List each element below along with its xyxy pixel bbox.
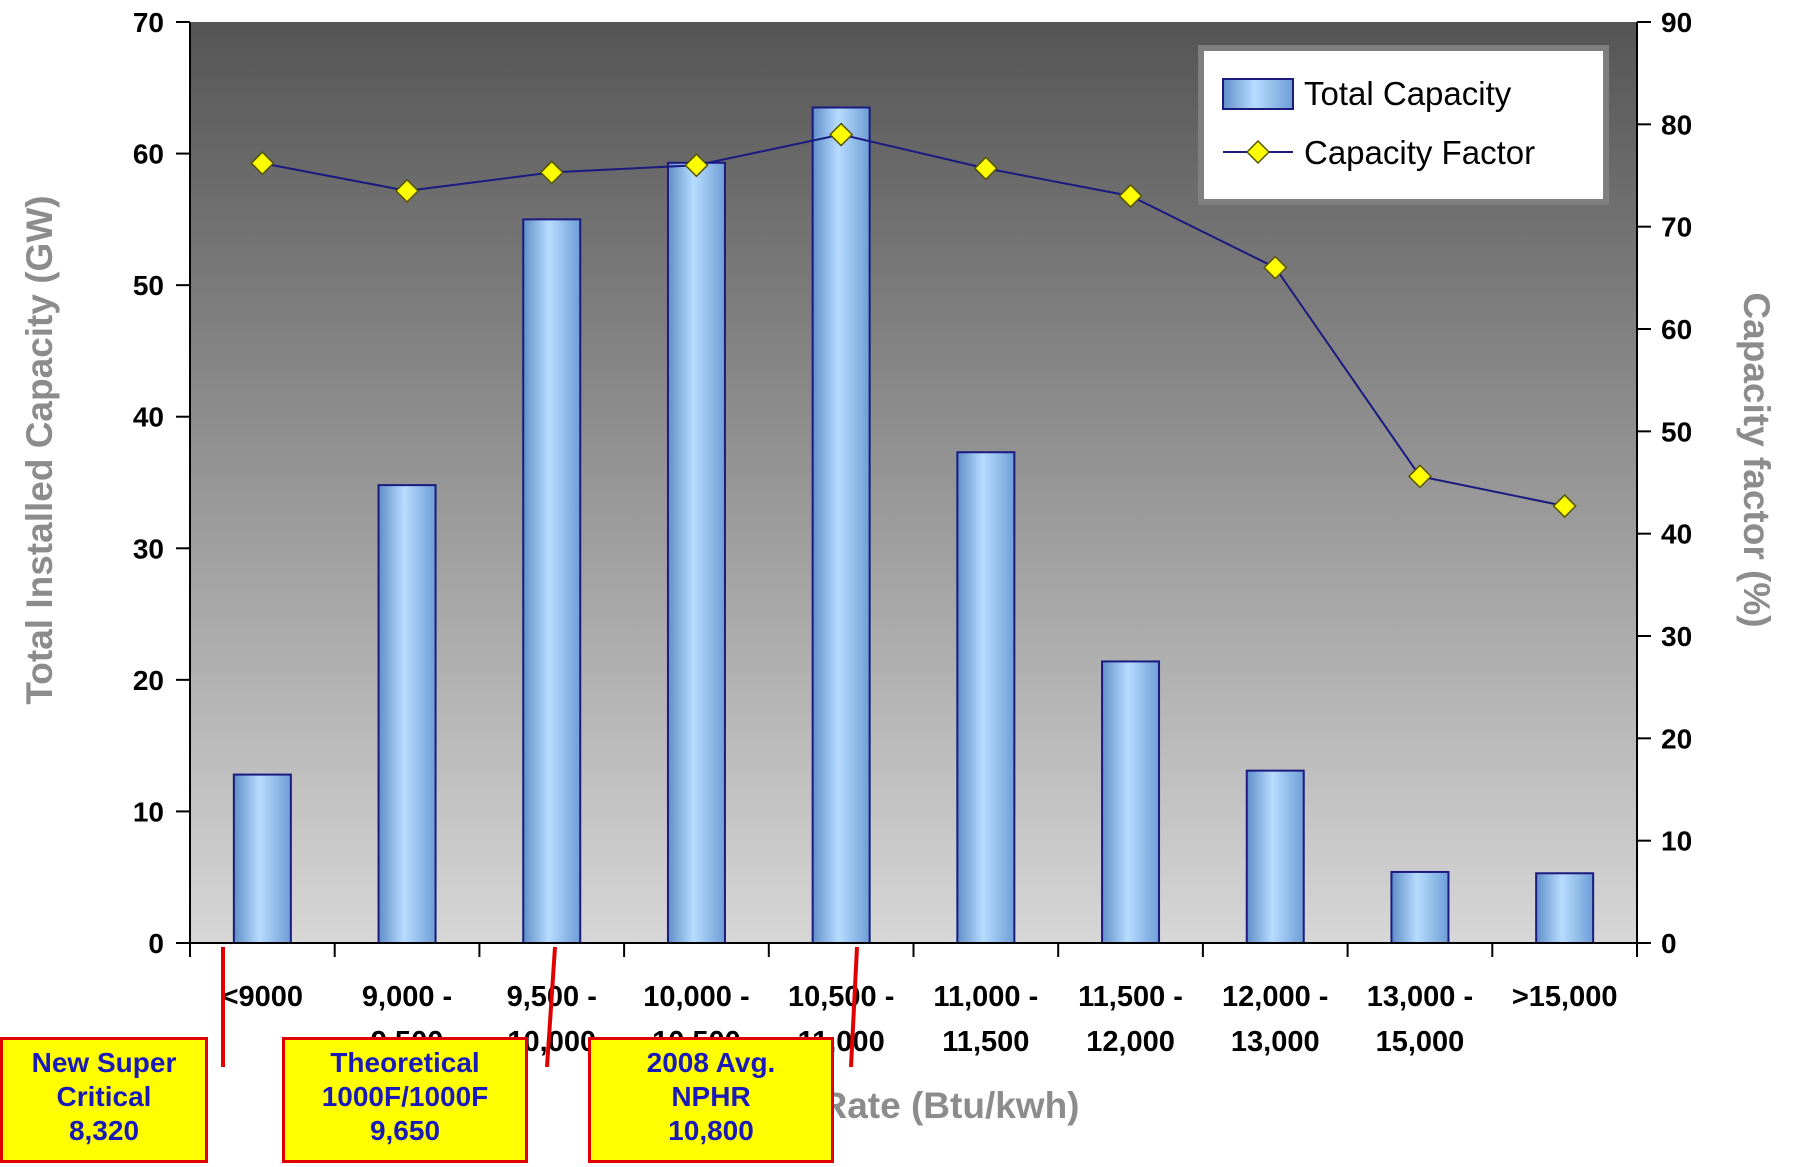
x-tick-label: 12,000 -13,000 xyxy=(1222,981,1328,1058)
y-tick-label-right: 60 xyxy=(1661,314,1692,345)
legend-label-capacity-factor: Capacity Factor xyxy=(1304,134,1535,171)
bar-total-capacity xyxy=(1390,870,1450,944)
marker-capacity-factor xyxy=(1552,493,1577,519)
x-tick-label: 11,000 -11,500 xyxy=(933,981,1038,1058)
bar-total-capacity xyxy=(522,218,582,945)
y-tick-label-right: 10 xyxy=(1661,826,1692,857)
marker-capacity-factor xyxy=(1118,183,1143,209)
annotation-line: 10,800 xyxy=(668,1115,754,1146)
annotation-theoretical: Theoretical 1000F/1000F 9,650 xyxy=(282,1037,528,1163)
heat-rate-marker-line xyxy=(545,946,557,1068)
y-tick-label-right: 90 xyxy=(1661,7,1692,38)
y-tick-label-right: 20 xyxy=(1661,723,1692,754)
y-axis-title-right: Capacity factor (%) xyxy=(1736,292,1777,628)
y-tick-label-right: 0 xyxy=(1661,928,1677,959)
bar-total-capacity xyxy=(1245,769,1305,944)
heat-rate-marker-line xyxy=(849,946,859,1068)
y-tick-label-right: 70 xyxy=(1661,212,1692,243)
bar-total-capacity xyxy=(377,484,437,944)
annotation-line: 8,320 xyxy=(68,1115,140,1146)
legend-swatch-marker xyxy=(1245,139,1271,165)
marker-capacity-factor xyxy=(394,178,420,203)
x-tick-label: 11,500 -12,000 xyxy=(1078,981,1183,1058)
annotation-line: Theoretical xyxy=(330,1047,480,1078)
y-tick-label-left: 10 xyxy=(133,796,164,827)
x-tick-label: 13,000 -15,000 xyxy=(1367,981,1473,1058)
line-capacity-factor xyxy=(262,133,1565,508)
bar-total-capacity xyxy=(956,451,1016,944)
x-tick-label: >15,000 xyxy=(1512,981,1618,1013)
bar-total-capacity xyxy=(666,161,726,944)
y-tick-label-right: 50 xyxy=(1661,416,1692,447)
x-tick-label: <9000 xyxy=(222,981,303,1013)
y-tick-label-left: 50 xyxy=(133,270,164,301)
y-tick-label-left: 70 xyxy=(133,7,164,38)
legend-swatch-bar xyxy=(1222,78,1294,110)
y-tick-label-left: 20 xyxy=(133,665,164,696)
marker-capacity-factor xyxy=(1263,255,1288,280)
y-axis-title-left: Total Installed Capacity (GW) xyxy=(19,195,60,705)
annotation-2008-avg-nphr: 2008 Avg. NPHR 10,800 xyxy=(588,1037,834,1163)
bar-total-capacity xyxy=(1101,660,1161,944)
annotation-line: New Super xyxy=(31,1047,177,1078)
annotation-line: 2008 Avg. xyxy=(646,1047,776,1078)
annotation-line: 9,650 xyxy=(369,1115,441,1146)
marker-capacity-factor xyxy=(829,122,854,147)
bar-total-capacity xyxy=(1535,872,1595,945)
legend: Total Capacity Capacity Factor xyxy=(1198,45,1609,205)
marker-capacity-factor xyxy=(1407,464,1433,489)
y-tick-label-left: 40 xyxy=(133,402,164,433)
y-tick-label-left: 30 xyxy=(133,533,164,564)
bar-total-capacity xyxy=(232,773,292,944)
marker-capacity-factor xyxy=(684,153,709,178)
y-tick-label-right: 40 xyxy=(1661,519,1692,550)
marker-capacity-factor xyxy=(539,160,564,185)
bar-total-capacity xyxy=(811,106,871,945)
annotation-line: Critical xyxy=(56,1081,152,1112)
y-tick-label-left: 0 xyxy=(148,928,164,959)
y-tick-label-right: 30 xyxy=(1661,621,1692,652)
annotation-new-super-critical: New Super Critical 8,320 xyxy=(0,1037,208,1163)
marker-capacity-factor xyxy=(250,151,275,176)
annotation-line: 1000F/1000F xyxy=(321,1081,489,1112)
legend-label-total-capacity: Total Capacity xyxy=(1304,75,1512,112)
x-axis-title: Rate (Btu/kwh) xyxy=(820,1085,1080,1126)
y-tick-label-right: 80 xyxy=(1661,109,1692,140)
legend-box xyxy=(1198,45,1609,205)
y-tick-label-left: 60 xyxy=(133,139,164,170)
annotation-line: NPHR xyxy=(671,1081,751,1112)
marker-capacity-factor xyxy=(973,156,998,181)
